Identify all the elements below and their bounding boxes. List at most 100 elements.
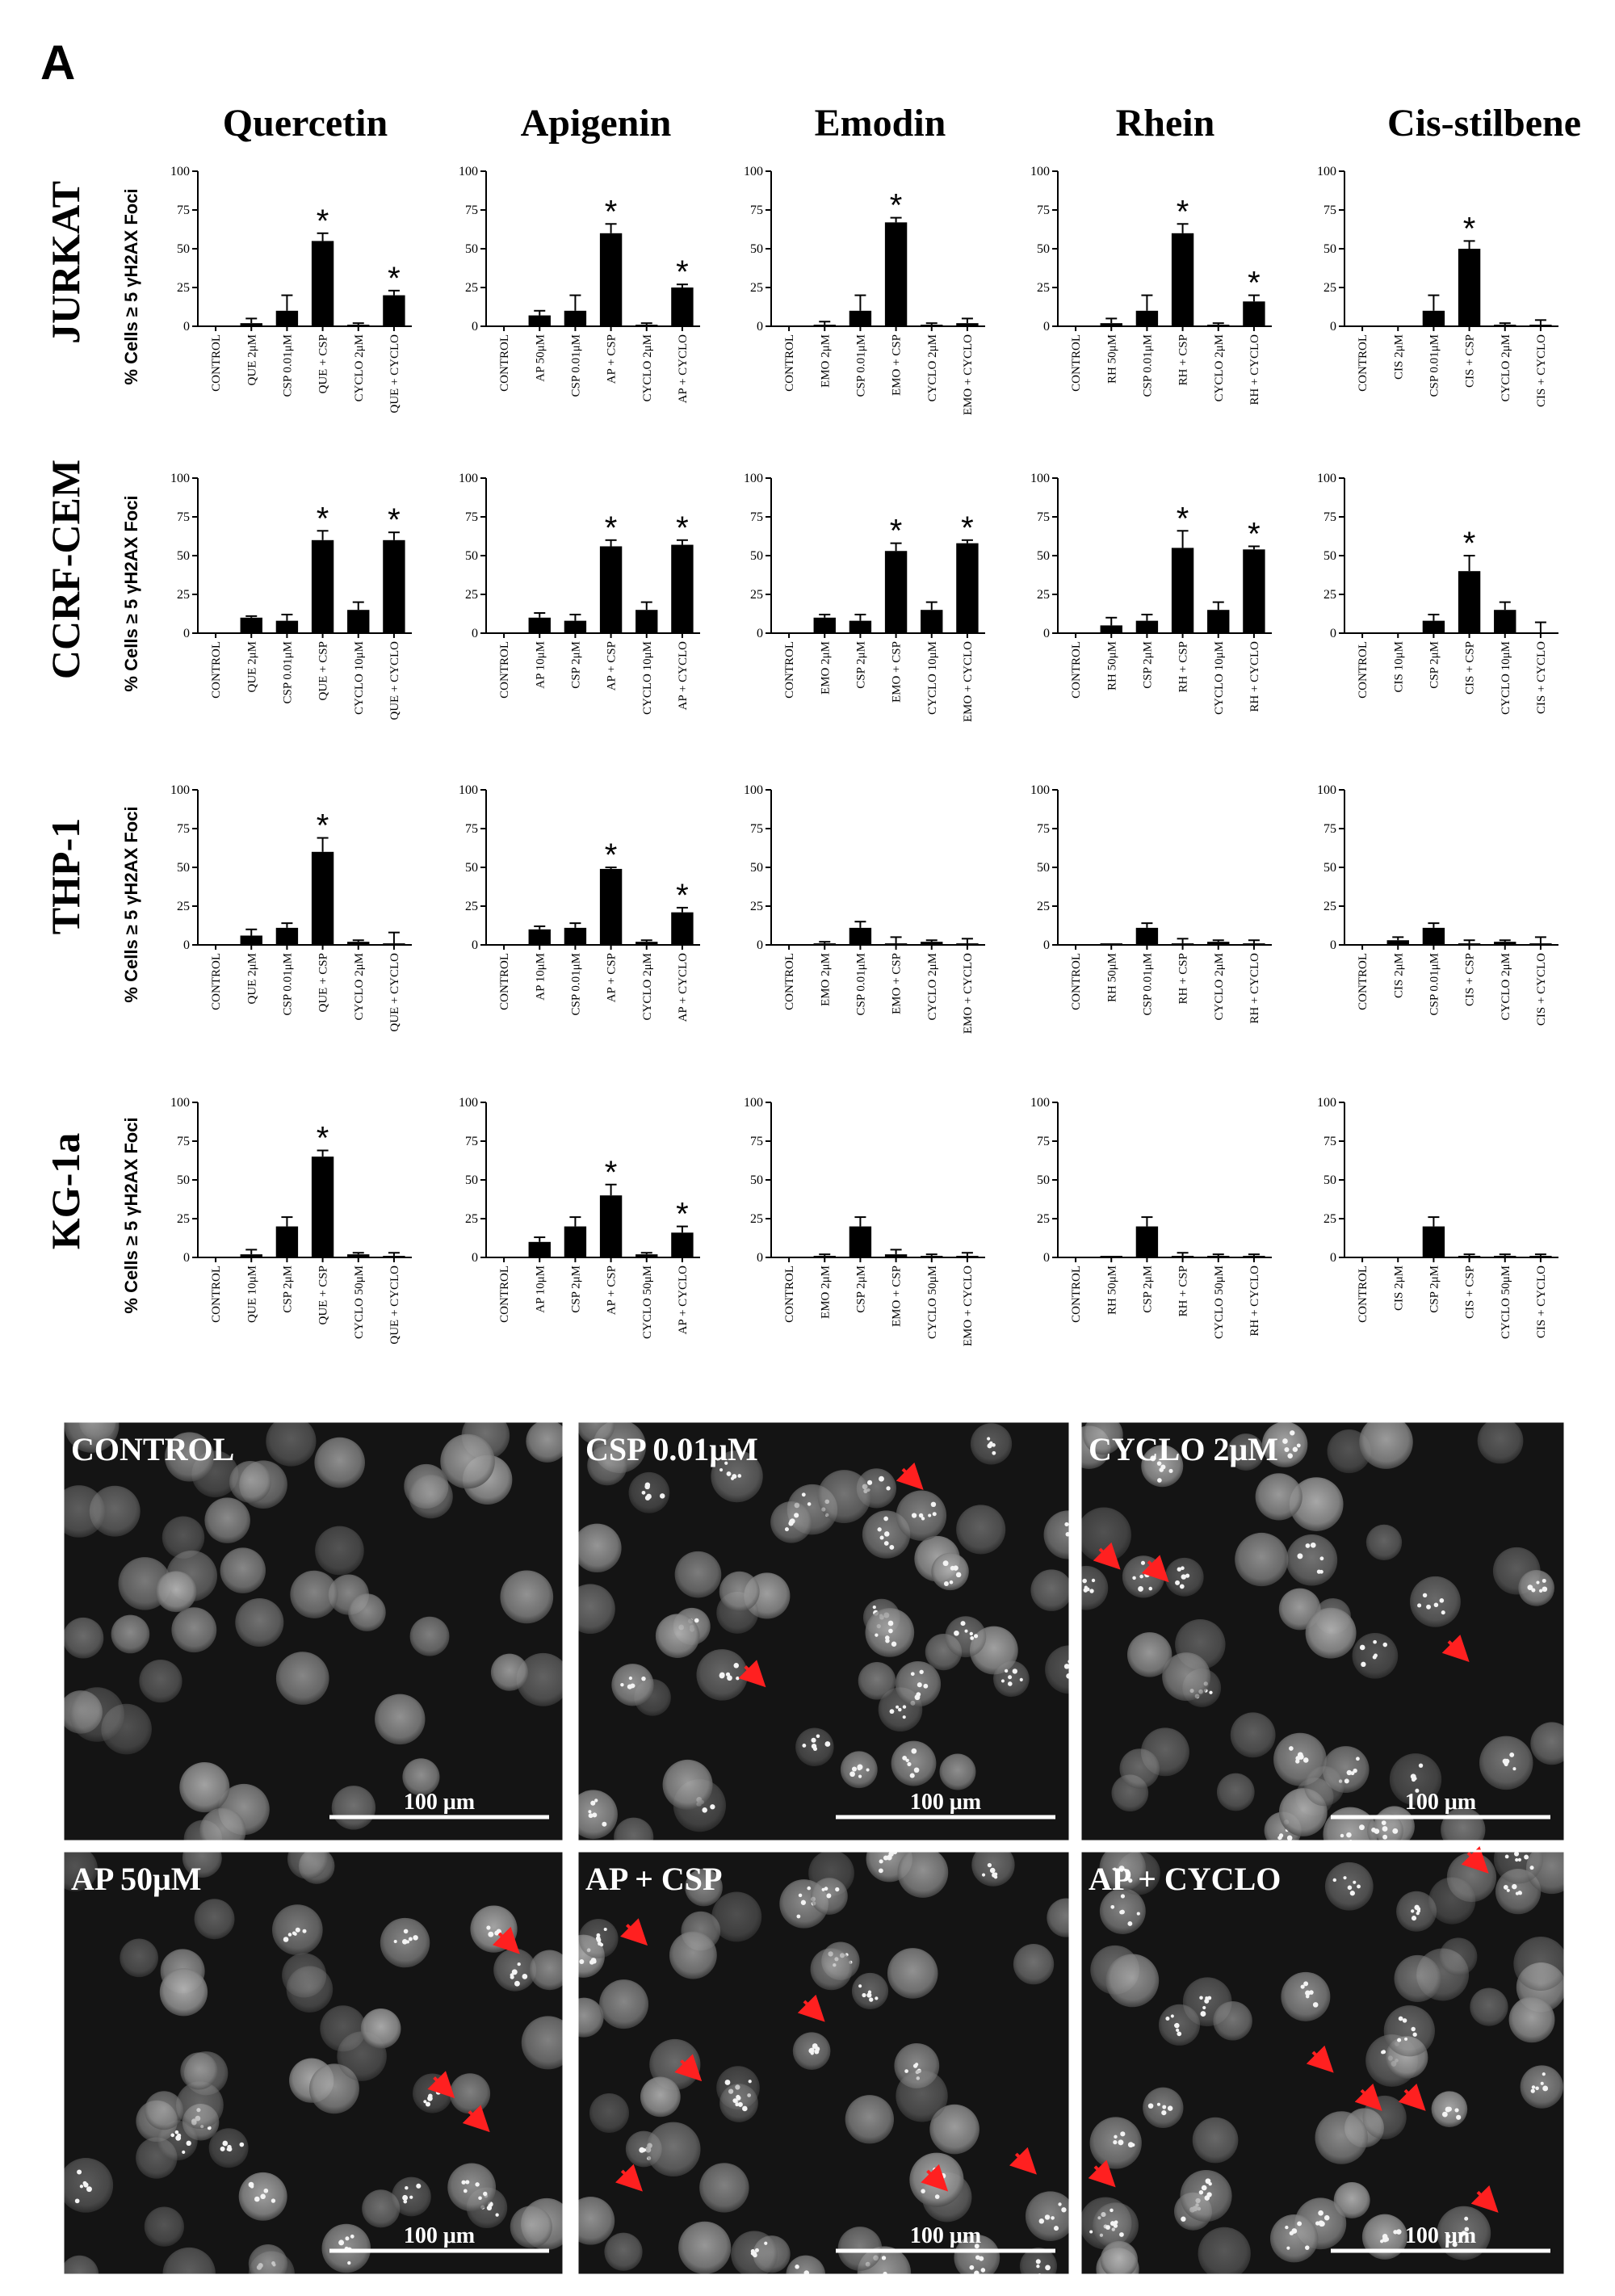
y-tick-label: 25 (465, 281, 478, 295)
category-label: QUE 10μM (245, 1266, 258, 1323)
gamma-h2ax-focus (974, 2244, 979, 2249)
gamma-h2ax-focus (796, 1914, 801, 1919)
y-tick-label: 0 (472, 938, 478, 952)
category-label: AP + CSP (606, 334, 619, 384)
gamma-h2ax-focus (1118, 1866, 1125, 1872)
gamma-h2ax-focus (1527, 1585, 1533, 1590)
cell-nucleus (640, 2076, 681, 2118)
gamma-h2ax-focus (1064, 1522, 1069, 1527)
gamma-h2ax-focus (1446, 2234, 1451, 2239)
gamma-h2ax-focus (594, 1799, 598, 1803)
category-label: CIS + CSP (1464, 1266, 1477, 1319)
gamma-h2ax-focus (1156, 1461, 1162, 1466)
gamma-h2ax-focus (877, 1527, 882, 1532)
red-arrow-indicator (1461, 1845, 1489, 1874)
gamma-h2ax-focus (416, 2183, 422, 2189)
gamma-h2ax-focus (857, 1764, 863, 1770)
cell-nucleus (1362, 2095, 1407, 2140)
gamma-h2ax-focus (1464, 2227, 1470, 2232)
y-tick-label: 25 (750, 900, 763, 913)
category-label: CIS 10μM (1392, 641, 1405, 692)
y-tick-label: 75 (1037, 510, 1050, 524)
gamma-h2ax-focus (719, 1672, 725, 1678)
cell-nucleus (204, 1497, 250, 1543)
bar (956, 1256, 979, 1257)
bar (1135, 927, 1159, 945)
category-label: EMO + CYCLO (962, 641, 975, 722)
red-arrow-indicator (1470, 2185, 1499, 2213)
category-label: EMO + CSP (891, 641, 904, 703)
scale-bar-label: 100 μm (910, 1790, 981, 1815)
y-tick-label: 75 (177, 822, 190, 836)
y-tick-label: 25 (177, 588, 190, 602)
cell-nucleus (63, 1617, 104, 1659)
y-tick-label: 0 (1330, 320, 1336, 334)
significance-star: * (676, 254, 689, 290)
gamma-h2ax-focus (793, 2279, 799, 2285)
category-label: CONTROL (498, 1266, 511, 1323)
bar (1207, 1256, 1230, 1257)
bar (311, 539, 334, 633)
gamma-h2ax-focus (801, 1492, 806, 1497)
chart-ccrf-cem-apigenin: 0 25 50 75 100 CONTROL AP 10μM CSP 2μM * AP + CSP… (459, 472, 700, 715)
cell-nucleus (845, 2095, 895, 2144)
gamma-h2ax-focus (764, 2241, 768, 2245)
gamma-h2ax-focus (83, 2182, 89, 2188)
bar (884, 943, 908, 945)
gamma-h2ax-focus (435, 2089, 441, 2095)
micrograph-control: CONTROL 100 μm (61, 1420, 565, 1843)
gamma-h2ax-focus (970, 1635, 975, 1640)
y-tick-label: 50 (177, 861, 190, 875)
category-label: EMO + CSP (891, 334, 904, 396)
gamma-h2ax-focus (858, 1774, 862, 1778)
micrograph-label: CYCLO 2μM (1089, 1431, 1278, 1467)
gamma-h2ax-focus (1374, 1653, 1378, 1658)
y-tick-label: 0 (183, 627, 190, 640)
gamma-h2ax-focus (862, 1992, 866, 1998)
bar (956, 943, 979, 945)
gamma-h2ax-focus (1353, 1880, 1357, 1884)
micrograph-ap-csp: AP + CSP 100 μm (576, 1849, 1072, 2285)
gamma-h2ax-focus (1303, 1981, 1309, 1987)
gamma-h2ax-focus (1373, 1639, 1377, 1644)
gamma-h2ax-focus (488, 1931, 494, 1937)
red-arrow-indicator (921, 2164, 949, 2192)
significance-star: * (605, 510, 618, 546)
y-tick-label: 75 (1037, 1135, 1050, 1148)
bar (564, 620, 587, 633)
gamma-h2ax-focus (1071, 1656, 1076, 1661)
cell-nucleus (413, 2073, 453, 2113)
gamma-h2ax-focus (579, 1959, 585, 1965)
category-label: CSP 0.01μM (1428, 334, 1441, 397)
gamma-h2ax-focus (1181, 1566, 1185, 1571)
gamma-h2ax-focus (598, 1941, 602, 1946)
red-arrow-indicator (427, 2071, 455, 2099)
gamma-h2ax-focus (1118, 2139, 1124, 2146)
gamma-h2ax-focus (1332, 1878, 1337, 1883)
cell-nucleus (993, 1660, 1030, 1698)
bar (599, 546, 623, 633)
gamma-h2ax-focus (1319, 1569, 1323, 1574)
bar (564, 1226, 587, 1257)
gamma-h2ax-focus (347, 2260, 351, 2265)
significance-star: * (605, 194, 618, 229)
gamma-h2ax-focus (1297, 1553, 1303, 1559)
gamma-h2ax-focus (226, 2147, 230, 2151)
cell-nucleus (956, 1505, 1006, 1555)
gamma-h2ax-focus (724, 1461, 728, 1465)
gamma-h2ax-focus (486, 1925, 491, 1930)
cell-nucleus (1493, 1851, 1544, 1884)
y-tick-label: 25 (1037, 588, 1050, 602)
gamma-h2ax-focus (824, 1887, 828, 1891)
category-label: RH + CYCLO (1248, 1266, 1261, 1337)
gamma-h2ax-focus (910, 1672, 915, 1677)
significance-star: * (1248, 516, 1261, 552)
micrograph-cyclo-2-m: CYCLO 2μM 100 μm (1079, 1420, 1567, 1843)
red-arrow-indicator (797, 1994, 825, 2022)
gamma-h2ax-focus (735, 2102, 739, 2107)
cell-nucleus (1192, 2117, 1239, 2164)
gamma-h2ax-focus (979, 2256, 984, 2261)
bar (1529, 943, 1552, 945)
cell-nucleus (628, 1471, 670, 1513)
